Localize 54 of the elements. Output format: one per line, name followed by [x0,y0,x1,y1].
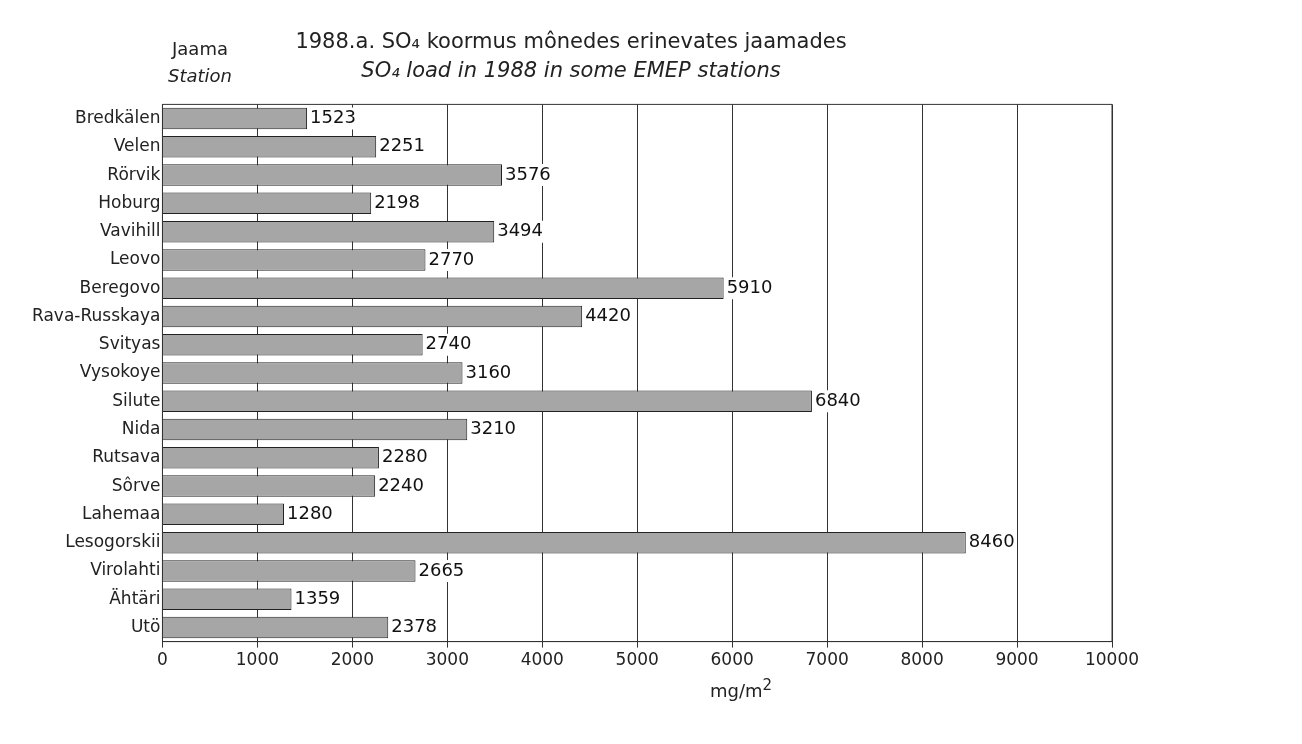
data-label: 2240 [378,473,424,495]
y-tick-label: Velen [113,135,161,156]
y-tick-label: Rutsava [92,446,161,467]
x-tick-label: 0 [157,649,168,670]
data-label: 1523 [310,106,356,128]
data-label: 8460 [968,530,1015,552]
y-tick-label: Vavihill [99,220,161,241]
data-label: 3210 [470,417,517,439]
data-label: 1359 [294,586,341,608]
y-tick-label: Rörvik [107,163,161,184]
y-tick-label: Bredkälen [74,106,161,127]
x-tick-label: 2000 [330,649,374,670]
y-tick-label: Sôrve [111,474,161,495]
y-tick-label: Leovo [109,248,161,269]
data-label: 2378 [391,615,438,637]
y-tick-label: Rava-Russkaya [31,304,161,325]
y-tick-label: Beregovo [79,276,161,297]
data-label: 2770 [428,247,475,269]
data-label: 3494 [497,219,544,241]
y-tick-label: Ähtäri [109,587,161,608]
data-label: 2198 [374,191,420,213]
y-tick-label: Lahemaa [81,502,161,523]
data-label: 2251 [379,134,425,156]
y-tick-label: Svityas [98,333,161,354]
text: Jaama [170,38,229,59]
data-label: 6840 [814,388,861,410]
y-tick-label: Utö [130,615,161,636]
data-label: 2740 [425,332,472,354]
data-label: 3160 [465,360,512,382]
x-axis-title: mg/m$^{2}$ [708,676,774,701]
x-tick-label: 6000 [710,649,754,670]
data-label: 4420 [585,304,631,326]
x-tick-label: 9000 [995,649,1039,670]
chart-title: 1988.a. SO₄ koormus mônedes erinevates jaamades [295,29,847,54]
y-tick-label: Virolahti [90,559,161,580]
data-label: 2665 [418,558,465,580]
x-tick-label: 8000 [900,649,944,670]
y-tick-label: Hoburg [98,191,161,212]
x-tick-label: 3000 [425,649,469,670]
x-tick-label: 4000 [520,649,564,670]
data-label: 3576 [505,162,551,184]
y-tick-label: Nida [121,417,161,438]
x-tick-label: 10000 [1084,649,1140,670]
data-label: 1280 [286,502,333,524]
data-label: 2280 [381,445,428,467]
y-tick-label: Silute [112,389,161,410]
data-label: 5910 [726,275,773,297]
y-tick-label: Lesogorskii [65,531,161,552]
x-tick-label: 1000 [235,649,280,670]
y-tick-label: Vysokoye [79,361,161,382]
text: Station [167,65,233,86]
chart-subtitle: SO₄ load in 1988 in some EMEP stations [361,58,781,83]
x-tick-label: 5000 [615,649,659,670]
x-tick-label: 7000 [805,649,849,670]
